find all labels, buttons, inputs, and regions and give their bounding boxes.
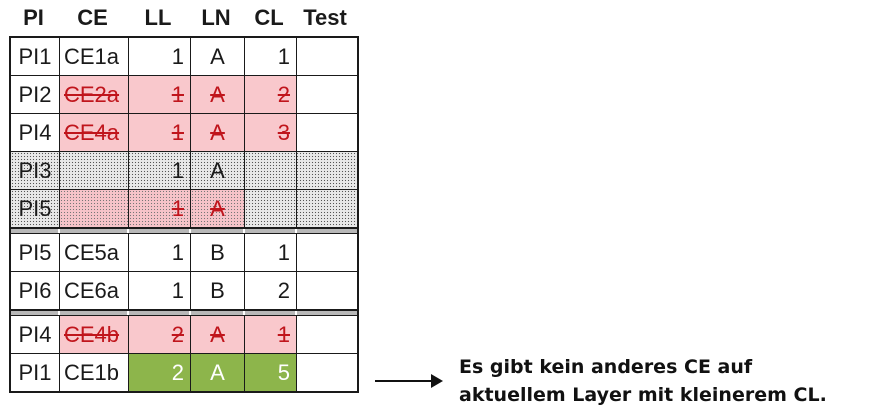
struck-ln: A — [210, 195, 225, 221]
cell-cl — [245, 152, 297, 189]
cell-ll: 1 — [129, 272, 191, 309]
cell-ln: A — [191, 76, 245, 113]
struck-ll: 2 — [171, 321, 184, 347]
cell-ce: CE4a — [60, 114, 129, 151]
cell-pi: PI5 — [11, 234, 60, 271]
struck-ln: A — [210, 119, 225, 145]
table-row: PI4 CE4b 2 A 1 — [11, 316, 357, 354]
cell-ce: CE1b — [60, 354, 129, 391]
struck-ce: CE4b — [64, 321, 120, 347]
cell-ce — [60, 152, 129, 189]
cell-ln: A — [191, 38, 245, 75]
cell-test — [297, 316, 357, 353]
struck-cl: 3 — [277, 119, 290, 145]
cell-pi: PI4 — [11, 316, 60, 353]
table-row: PI2 CE2a 1 A 2 — [11, 76, 357, 114]
struck-ll: 1 — [171, 119, 184, 145]
cell-ln: A — [191, 114, 245, 151]
annotation-line-1: Es gibt kein anderes CE auf — [459, 356, 753, 378]
cell-ln: B — [191, 234, 245, 271]
table-row: PI1 CE1b 2 A 5 — [11, 354, 357, 391]
struck-ln: A — [210, 81, 225, 107]
header-ln: LN — [201, 5, 231, 30]
struck-cl: 2 — [277, 81, 290, 107]
cell-ll: 2 — [129, 316, 191, 353]
cell-test — [297, 234, 357, 271]
cell-cl-selected: 5 — [245, 354, 297, 391]
layer-table: PI CE LL LN CL Test PI1 CE1a 1 A 1 PI2 C… — [9, 0, 359, 393]
cell-cl — [245, 190, 297, 227]
cell-pi: PI1 — [11, 38, 60, 75]
layer-separator — [11, 310, 357, 316]
header-ll: LL — [144, 5, 172, 30]
cell-test — [297, 114, 357, 151]
cell-ce: CE6a — [60, 272, 129, 309]
cell-cl: 2 — [245, 76, 297, 113]
cell-ce: CE1a — [60, 38, 129, 75]
cell-pi: PI3 — [11, 152, 60, 189]
cell-pi: PI4 — [11, 114, 60, 151]
annotation: Es gibt kein anderes CE auf aktuellem La… — [375, 353, 827, 409]
cell-ll: 1 — [129, 234, 191, 271]
cell-ll: 1 — [129, 76, 191, 113]
cell-ll: 1 — [129, 152, 191, 189]
cell-ll: 1 — [129, 190, 191, 227]
cell-test — [297, 190, 357, 227]
cell-cl: 3 — [245, 114, 297, 151]
struck-ll: 1 — [171, 81, 184, 107]
cell-pi: PI5 — [11, 190, 60, 227]
cell-ll: 1 — [129, 114, 191, 151]
table-row: PI6 CE6a 1 B 2 — [11, 272, 357, 310]
cell-test — [297, 354, 357, 391]
header-test: Test — [303, 5, 347, 30]
cell-cl: 2 — [245, 272, 297, 309]
table-header: PI CE LL LN CL Test — [9, 0, 359, 36]
cell-cl: 1 — [245, 316, 297, 353]
cell-ln: B — [191, 272, 245, 309]
cell-ll: 1 — [129, 38, 191, 75]
cell-ln-selected: A — [191, 354, 245, 391]
cell-ln: A — [191, 316, 245, 353]
cell-ln: A — [191, 190, 245, 227]
arrow-right-icon — [375, 371, 445, 391]
struck-ll: 1 — [171, 195, 184, 221]
cell-pi: PI6 — [11, 272, 60, 309]
annotation-line-2: aktuellem Layer mit kleinerem CL. — [459, 384, 827, 406]
cell-ce: CE4b — [60, 316, 129, 353]
header-pi: PI — [23, 5, 44, 30]
cell-cl: 1 — [245, 234, 297, 271]
table-row: PI1 CE1a 1 A 1 — [11, 38, 357, 76]
cell-cl: 1 — [245, 38, 297, 75]
table-row: PI3 1 A — [11, 152, 357, 190]
struck-cl: 1 — [277, 321, 290, 347]
cell-test — [297, 76, 357, 113]
cell-ce: CE5a — [60, 234, 129, 271]
cell-ll-selected: 2 — [129, 354, 191, 391]
cell-ce — [60, 190, 129, 227]
struck-ln: A — [210, 321, 225, 347]
layer-separator — [11, 228, 357, 234]
header-cl: CL — [254, 5, 284, 30]
cell-ce: CE2a — [60, 76, 129, 113]
cell-pi: PI1 — [11, 354, 60, 391]
cell-test — [297, 152, 357, 189]
table-row: PI5 1 A — [11, 190, 357, 228]
cell-test — [297, 38, 357, 75]
table-row: PI4 CE4a 1 A 3 — [11, 114, 357, 152]
cell-test — [297, 272, 357, 309]
annotation-text: Es gibt kein anderes CE auf aktuellem La… — [459, 353, 827, 409]
cell-pi: PI2 — [11, 76, 60, 113]
struck-ce: CE2a — [64, 81, 120, 107]
struck-ce: CE4a — [64, 119, 120, 145]
table-body: PI1 CE1a 1 A 1 PI2 CE2a 1 A 2 PI4 CE4a 1… — [9, 36, 359, 393]
header-ce: CE — [77, 5, 108, 30]
cell-ln: A — [191, 152, 245, 189]
table-row: PI5 CE5a 1 B 1 — [11, 234, 357, 272]
